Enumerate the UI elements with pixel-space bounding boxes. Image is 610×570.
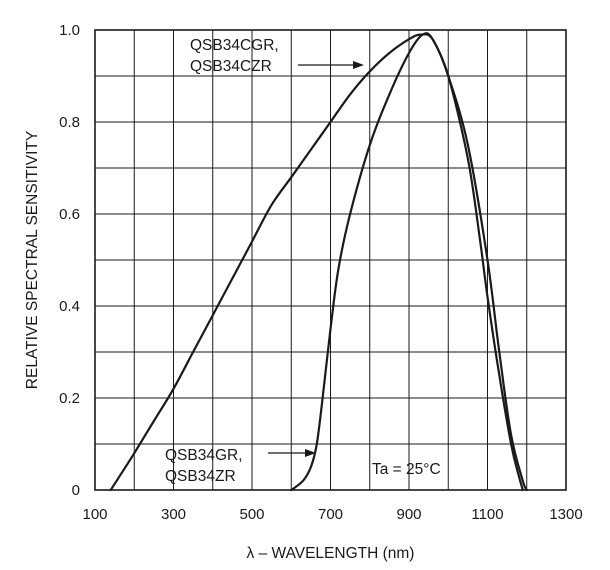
x-tick-label: 500 — [239, 506, 264, 523]
series-2-legend-label: QSB34GR, QSB34ZR — [165, 447, 243, 485]
label-leader-arrows — [268, 61, 364, 457]
series-2-label-line-1: QSB34GR, — [165, 447, 243, 464]
series-1-line — [109, 33, 528, 492]
tick-labels: 100 300 500 700 900 1100 1300 0 0.2 0.4 0.6 0.8 1.0 — [59, 22, 583, 523]
y-tick-label: 0.8 — [59, 114, 80, 131]
y-tick-label: 0.2 — [59, 390, 80, 407]
x-tick-label: 1100 — [471, 506, 503, 523]
x-tick-label: 100 — [82, 506, 107, 523]
temperature-annotation: Ta = 25°C — [372, 461, 441, 478]
y-tick-label: 0 — [72, 482, 80, 499]
series-1-legend-label: QSB34CGR, QSB34CZR — [190, 37, 279, 75]
series-curves — [109, 32, 528, 492]
x-tick-label: 700 — [318, 506, 343, 523]
series-1-label-line-1: QSB34CGR, — [190, 37, 279, 54]
series-1-label-line-2: QSB34CZR — [190, 58, 272, 75]
series-2-arrow-head — [305, 449, 316, 457]
y-tick-label: 1.0 — [59, 22, 80, 39]
series-1-arrow-head — [353, 61, 364, 69]
x-tick-label: 1300 — [549, 506, 582, 523]
series-2-line — [290, 32, 524, 492]
plot-frame — [94, 29, 567, 491]
y-tick-label: 0.4 — [59, 298, 80, 315]
y-axis-label: RELATIVE SPECTRAL SENSITIVITY — [24, 131, 41, 389]
y-tick-label: 0.6 — [59, 206, 80, 223]
series-2-label-line-2: QSB34ZR — [165, 468, 236, 485]
grid — [95, 30, 566, 490]
x-axis-label: λ – WAVELENGTH (nm) — [247, 545, 415, 562]
x-tick-label: 300 — [161, 506, 186, 523]
x-tick-label: 900 — [396, 506, 421, 523]
